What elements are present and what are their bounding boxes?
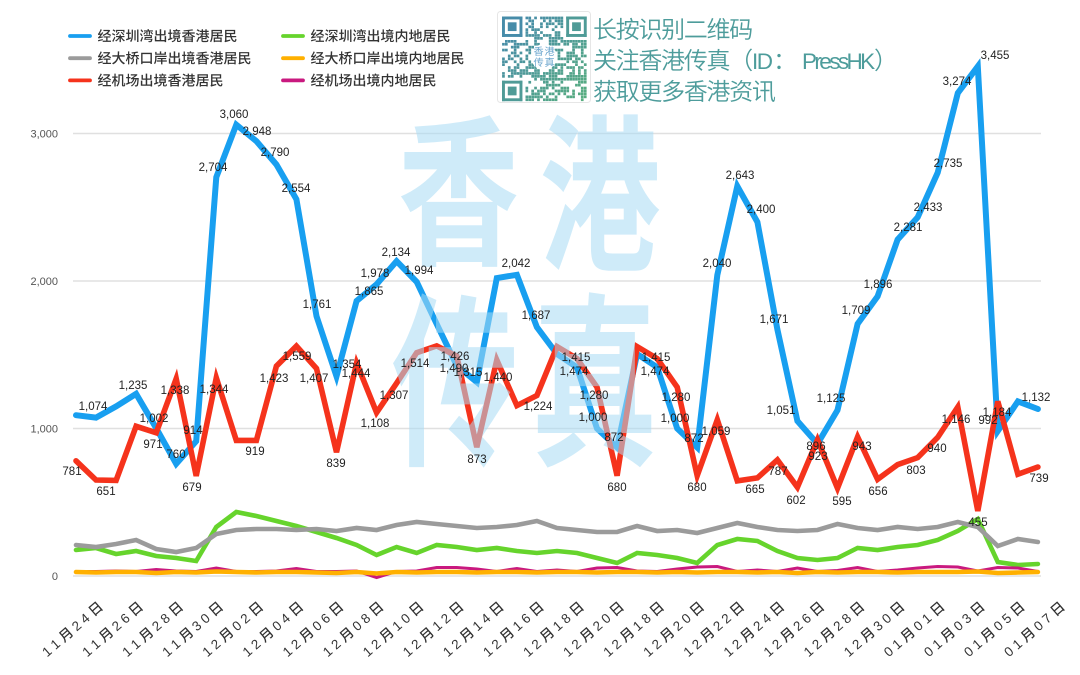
svg-text:787: 787: [768, 466, 787, 478]
svg-text:1,338: 1,338: [161, 385, 190, 397]
svg-text:1,490: 1,490: [440, 363, 469, 375]
svg-text:1,280: 1,280: [580, 390, 609, 402]
svg-text:1,051: 1,051: [767, 405, 796, 417]
svg-text:1,000: 1,000: [661, 413, 690, 425]
svg-text:872: 872: [684, 433, 703, 445]
svg-text:3,274: 3,274: [943, 76, 972, 88]
svg-text:3,455: 3,455: [981, 50, 1010, 62]
svg-text:1,671: 1,671: [760, 314, 789, 326]
svg-text:2,643: 2,643: [726, 170, 755, 182]
svg-text:992: 992: [978, 415, 997, 427]
svg-text:1,315: 1,315: [454, 367, 483, 379]
svg-text:1,407: 1,407: [300, 373, 329, 385]
svg-text:1,440: 1,440: [484, 372, 513, 384]
svg-text:2,554: 2,554: [282, 183, 311, 195]
svg-text:940: 940: [927, 443, 946, 455]
svg-text:PressHK: PressHK: [802, 49, 875, 74]
svg-text:781: 781: [62, 466, 81, 478]
svg-text:1,687: 1,687: [522, 310, 551, 322]
svg-text:1,125: 1,125: [817, 393, 846, 405]
svg-text:2,040: 2,040: [703, 258, 732, 270]
svg-text:1,709: 1,709: [842, 305, 871, 317]
svg-text:595: 595: [832, 496, 851, 508]
svg-text:ID: ID: [752, 49, 773, 74]
svg-text:2,400: 2,400: [747, 204, 776, 216]
svg-text:656: 656: [868, 486, 887, 498]
svg-text:803: 803: [906, 465, 925, 477]
svg-text:919: 919: [245, 446, 264, 458]
svg-text:3,060: 3,060: [220, 109, 249, 121]
svg-text:1,108: 1,108: [361, 418, 390, 430]
svg-text:1,474: 1,474: [641, 366, 670, 378]
svg-text:679: 679: [182, 482, 201, 494]
svg-text:1,307: 1,307: [380, 390, 409, 402]
svg-text:1,415: 1,415: [562, 352, 591, 364]
svg-text:872: 872: [604, 432, 623, 444]
svg-text:1,761: 1,761: [303, 299, 332, 311]
svg-text:2,790: 2,790: [261, 147, 290, 159]
svg-text:873: 873: [467, 454, 486, 466]
svg-text:1,978: 1,978: [361, 268, 390, 280]
svg-text:1,280: 1,280: [662, 392, 691, 404]
svg-text:455: 455: [968, 517, 987, 529]
svg-text:1,074: 1,074: [79, 401, 108, 413]
svg-text:971: 971: [143, 439, 162, 451]
svg-text:896: 896: [806, 441, 825, 453]
svg-text:1,146: 1,146: [942, 414, 971, 426]
svg-text:1,184: 1,184: [983, 407, 1012, 419]
svg-text:923: 923: [808, 451, 827, 463]
svg-text:1,354: 1,354: [333, 359, 362, 371]
svg-text:1,426: 1,426: [441, 351, 470, 363]
svg-text:1,423: 1,423: [260, 373, 289, 385]
svg-text:914: 914: [183, 425, 203, 437]
svg-text:1,896: 1,896: [864, 279, 893, 291]
svg-text:1,235: 1,235: [119, 380, 148, 392]
svg-text:0: 0: [52, 571, 58, 583]
svg-text:2,281: 2,281: [894, 222, 923, 234]
svg-text:1,415: 1,415: [642, 352, 671, 364]
svg-text:2,042: 2,042: [502, 258, 531, 270]
svg-text:1,994: 1,994: [405, 265, 434, 277]
svg-text:2,704: 2,704: [199, 162, 228, 174]
svg-text:2,948: 2,948: [243, 126, 272, 138]
svg-text:1,000: 1,000: [30, 424, 58, 436]
svg-text:839: 839: [326, 458, 345, 470]
svg-text:1,002: 1,002: [140, 413, 169, 425]
svg-text:1,474: 1,474: [560, 366, 589, 378]
svg-text:665: 665: [745, 484, 764, 496]
svg-text:651: 651: [96, 486, 115, 498]
svg-text:2,000: 2,000: [30, 276, 58, 288]
svg-text:1,514: 1,514: [401, 358, 430, 370]
svg-text:3,000: 3,000: [30, 129, 58, 141]
svg-text:2,433: 2,433: [914, 202, 943, 214]
svg-text:1,444: 1,444: [342, 368, 371, 380]
svg-text:1,132: 1,132: [1022, 392, 1051, 404]
svg-text:739: 739: [1029, 473, 1048, 485]
svg-text:2,735: 2,735: [934, 158, 963, 170]
svg-text:943: 943: [852, 441, 871, 453]
svg-text:1,559: 1,559: [283, 351, 312, 363]
svg-text:680: 680: [687, 482, 706, 494]
svg-text:680: 680: [607, 482, 626, 494]
svg-text:760: 760: [166, 449, 185, 461]
svg-text:1,344: 1,344: [200, 384, 229, 396]
svg-text:2,134: 2,134: [382, 247, 411, 259]
svg-text:1,059: 1,059: [702, 426, 731, 438]
svg-text:1,224: 1,224: [524, 401, 553, 413]
svg-text:1,000: 1,000: [579, 412, 608, 424]
svg-text:602: 602: [786, 495, 805, 507]
svg-text:1,865: 1,865: [355, 286, 384, 298]
